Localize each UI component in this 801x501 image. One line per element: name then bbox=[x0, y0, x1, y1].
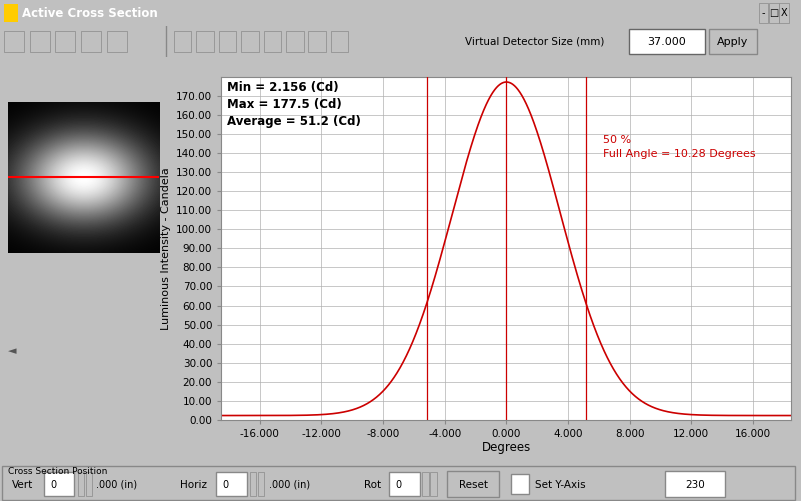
Bar bbox=[107, 31, 127, 53]
Text: Cross Section Position: Cross Section Position bbox=[8, 467, 107, 476]
Bar bbox=[55, 31, 75, 53]
Bar bbox=[44, 472, 74, 495]
Bar bbox=[759, 3, 768, 24]
Text: -: - bbox=[762, 8, 765, 18]
Text: □: □ bbox=[769, 8, 779, 18]
Bar bbox=[430, 472, 437, 495]
Bar bbox=[258, 472, 264, 495]
Bar bbox=[389, 472, 420, 495]
Bar bbox=[447, 471, 499, 496]
Text: Min = 2.156 (Cd)
Max = 177.5 (Cd)
Average = 51.2 (Cd): Min = 2.156 (Cd) Max = 177.5 (Cd) Averag… bbox=[227, 81, 360, 128]
Text: 230: 230 bbox=[686, 480, 705, 490]
Text: ◄: ◄ bbox=[8, 346, 17, 356]
Bar bbox=[331, 31, 348, 53]
Bar bbox=[216, 472, 247, 495]
Text: Set Y-Axis: Set Y-Axis bbox=[535, 480, 586, 490]
Bar bbox=[250, 472, 256, 495]
Bar bbox=[769, 3, 779, 24]
Y-axis label: Luminous Intensity - Candela: Luminous Intensity - Candela bbox=[160, 167, 171, 330]
Bar bbox=[196, 31, 214, 53]
Bar bbox=[4, 31, 24, 53]
Bar bbox=[219, 31, 236, 53]
Text: .000 (in): .000 (in) bbox=[96, 480, 137, 490]
Text: Vert: Vert bbox=[12, 480, 34, 490]
Bar bbox=[286, 31, 304, 53]
Bar bbox=[78, 472, 84, 495]
Text: Active Cross Section: Active Cross Section bbox=[22, 7, 158, 20]
Bar bbox=[709, 29, 757, 54]
Bar bbox=[174, 31, 191, 53]
Bar bbox=[264, 31, 281, 53]
Text: X: X bbox=[781, 8, 787, 18]
Text: Horiz: Horiz bbox=[180, 480, 207, 490]
Bar bbox=[779, 3, 789, 24]
Text: 0: 0 bbox=[50, 480, 57, 490]
Text: Apply: Apply bbox=[717, 37, 749, 47]
Bar bbox=[86, 472, 92, 495]
Bar bbox=[629, 29, 705, 54]
Text: 50 %
Full Angle = 10.28 Degrees: 50 % Full Angle = 10.28 Degrees bbox=[603, 135, 756, 159]
Bar bbox=[30, 31, 50, 53]
Text: .000 (in): .000 (in) bbox=[269, 480, 310, 490]
Bar bbox=[81, 31, 101, 53]
X-axis label: Degrees: Degrees bbox=[481, 441, 531, 454]
Bar bbox=[308, 31, 326, 53]
Bar bbox=[4, 4, 18, 22]
Text: 37.000: 37.000 bbox=[647, 37, 686, 47]
Text: 0: 0 bbox=[223, 480, 229, 490]
Text: Virtual Detector Size (mm): Virtual Detector Size (mm) bbox=[465, 37, 604, 47]
Text: Reset: Reset bbox=[459, 480, 488, 490]
Text: Rot: Rot bbox=[364, 480, 381, 490]
Bar bbox=[422, 472, 429, 495]
Bar bbox=[241, 31, 259, 53]
Bar bbox=[665, 471, 725, 496]
Bar bbox=[511, 474, 529, 494]
Text: 0: 0 bbox=[396, 480, 402, 490]
